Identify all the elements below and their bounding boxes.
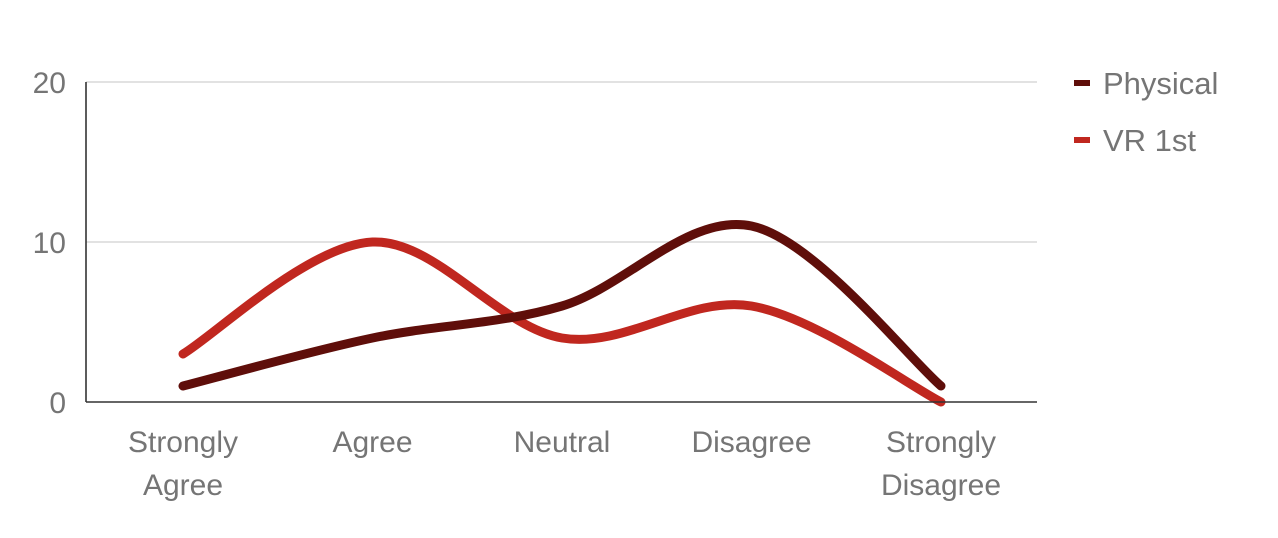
series-line-vr-1st xyxy=(178,237,946,407)
x-tick-label: Neutral xyxy=(514,426,611,459)
x-tick-label-line: Strongly xyxy=(128,426,238,459)
series-line-physical xyxy=(178,219,946,391)
legend-item: VR 1st xyxy=(1074,123,1196,158)
y-tick-label: 10 xyxy=(33,227,66,260)
legend-item: Physical xyxy=(1074,66,1218,101)
x-tick-label-line: Neutral xyxy=(514,426,611,459)
x-tick-label: Strongly Disagree xyxy=(881,426,1001,502)
series-lines xyxy=(178,219,946,407)
x-tick-label-line: Agree xyxy=(332,426,412,459)
legend-label: Physical xyxy=(1103,66,1218,101)
x-tick-label-line: Strongly xyxy=(886,426,996,459)
axes xyxy=(85,82,1037,403)
legend: Physical VR 1st xyxy=(1074,66,1218,158)
y-tick-label: 0 xyxy=(49,387,66,420)
x-tick-label: Agree xyxy=(332,426,412,459)
legend-label: VR 1st xyxy=(1103,123,1196,158)
x-tick-label-line: Disagree xyxy=(691,426,811,459)
gridlines xyxy=(86,81,1037,243)
y-tick-label: 20 xyxy=(33,67,66,100)
y-axis-tick-labels: 0 10 20 xyxy=(33,67,66,420)
x-tick-label: Disagree xyxy=(691,426,811,459)
x-tick-label: Strongly Agree xyxy=(128,426,238,502)
x-tick-label-line: Disagree xyxy=(881,469,1001,502)
x-tick-label-line: Agree xyxy=(143,469,223,502)
